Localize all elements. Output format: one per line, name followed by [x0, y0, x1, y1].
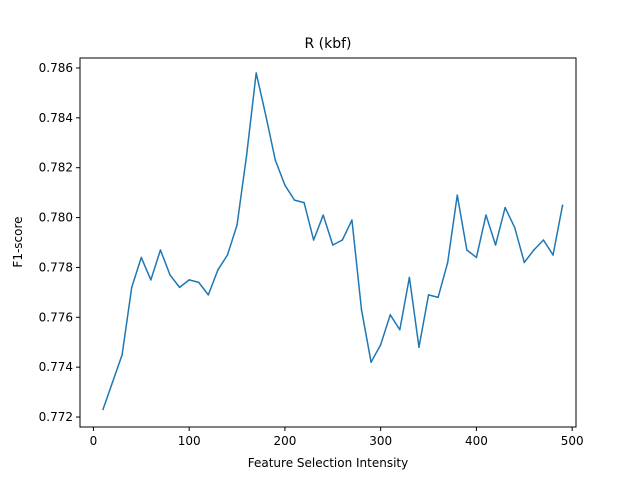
data-point [140, 256, 143, 259]
data-point [399, 329, 401, 331]
data-point [322, 214, 324, 216]
data-point [217, 269, 219, 271]
data-point [456, 194, 459, 196]
data-point [341, 239, 344, 241]
x-tick-label: 0 [90, 434, 98, 448]
data-point [121, 353, 123, 356]
data-point [245, 154, 248, 156]
series-line [102, 72, 564, 410]
data-point [485, 214, 487, 216]
data-point [188, 279, 190, 281]
data-point [552, 254, 554, 256]
x-tick-label: 300 [369, 434, 392, 448]
data-point [494, 244, 497, 246]
x-tick-label: 100 [178, 434, 201, 448]
data-point [102, 408, 104, 411]
data-point [130, 286, 133, 289]
x-axis: 0 100 200 300 400 500 [90, 427, 584, 448]
data-point [284, 184, 286, 186]
y-tick-label: 0.784 [39, 111, 73, 125]
series-layer [102, 72, 564, 411]
y-tick-label: 0.772 [39, 410, 73, 424]
data-point [303, 201, 305, 204]
y-axis-title: F1-score [11, 216, 25, 267]
data-point [159, 249, 162, 251]
data-point [169, 274, 171, 276]
y-axis: 0.772 0.774 0.776 0.778 0.780 0.782 0.784 0.786 [39, 61, 80, 424]
data-point [150, 279, 152, 281]
data-point [513, 226, 516, 229]
data-point [408, 276, 411, 279]
data-point [312, 239, 315, 241]
x-tick-label: 400 [465, 434, 488, 448]
y-tick-label: 0.776 [39, 310, 73, 324]
data-point [111, 381, 114, 383]
data-point [351, 219, 353, 221]
data-point [437, 296, 439, 299]
x-tick-label: 500 [561, 434, 584, 448]
data-point [427, 294, 430, 296]
y-tick-label: 0.786 [39, 61, 73, 75]
y-tick-label: 0.778 [39, 260, 73, 274]
data-point [504, 206, 506, 209]
data-point [542, 239, 545, 241]
data-point [265, 114, 267, 117]
y-tick-label: 0.774 [39, 360, 73, 374]
data-point [379, 343, 382, 346]
data-point [523, 261, 526, 264]
data-point [561, 204, 564, 206]
data-point [255, 72, 257, 74]
y-tick-label: 0.782 [39, 161, 73, 175]
data-point [418, 346, 420, 348]
data-point [389, 314, 391, 316]
data-point [466, 249, 468, 251]
chart-title: R (kbf) [304, 36, 351, 52]
y-tick-label: 0.780 [39, 211, 73, 225]
data-point [360, 309, 363, 311]
data-point [370, 361, 372, 363]
data-point [236, 224, 238, 226]
data-point [533, 249, 535, 251]
data-point [226, 254, 229, 256]
data-point [207, 294, 210, 296]
data-point [293, 199, 296, 201]
data-point [332, 244, 334, 246]
x-axis-title: Feature Selection Intensity [248, 456, 409, 470]
data-point [446, 261, 449, 264]
data-point [178, 286, 181, 289]
plot-area-frame [79, 57, 577, 428]
data-point [274, 159, 277, 161]
data-point [475, 256, 478, 259]
x-tick-label: 200 [273, 434, 296, 448]
data-point [197, 281, 200, 284]
